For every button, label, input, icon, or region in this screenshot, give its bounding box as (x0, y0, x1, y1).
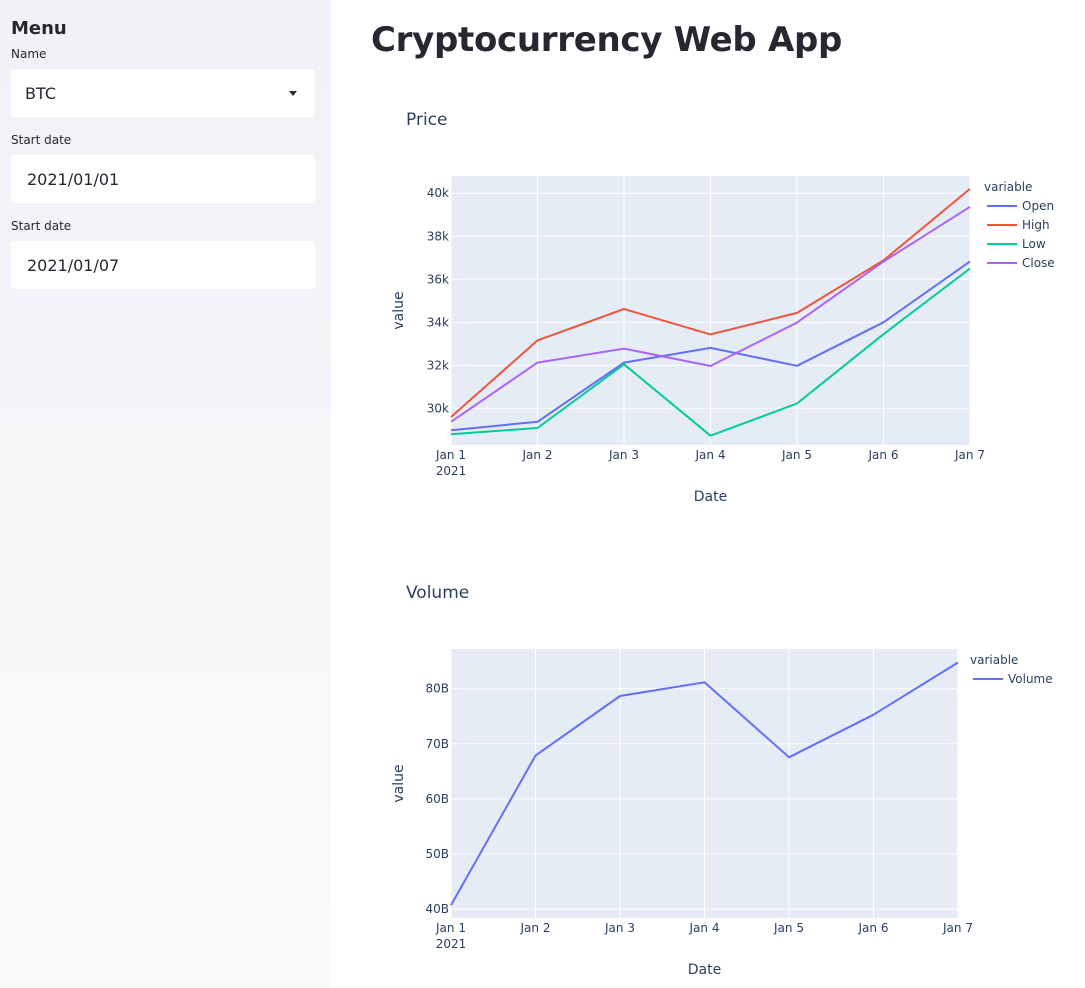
series-line-high (450, 188, 971, 418)
series-group (450, 661, 959, 906)
x-tick-label: Jan 2 (520, 921, 551, 935)
end-date-label: Start date (11, 219, 72, 233)
legend-title: variable (984, 180, 1032, 194)
y-tick-label: 30k (427, 401, 449, 415)
x-tick-label-line: 2021 (436, 464, 467, 478)
y-tick-label: 60B (425, 792, 449, 806)
price-chart[interactable]: Price 30k 32k 34k 36k 38k 40k Jan 1 2021 Jan 2 Jan… (331, 95, 1085, 525)
x-tick-label-line: Jan 6 (858, 921, 889, 935)
x-tick-label-line: Jan 1 (435, 921, 466, 935)
x-tick-label-line: Jan 5 (781, 448, 812, 462)
y-tick-label: 40B (425, 902, 449, 916)
series-line-open (450, 260, 971, 432)
x-tick-label: Jan 5 (781, 448, 812, 462)
x-tick-label: Jan 6 (858, 921, 889, 935)
main-content: Cryptocurrency Web App Price 30k 32k 34k 36k… (331, 0, 1085, 988)
series-line-close (450, 205, 971, 423)
y-tick-label: 32k (427, 358, 449, 372)
name-label: Name (11, 47, 47, 61)
x-tick-label: Jan 3 (604, 921, 635, 935)
x-tick-label: Jan 7 (954, 448, 985, 462)
x-axis-title: Date (694, 489, 727, 505)
name-select-value: BTC (25, 83, 56, 103)
legend-label-low: Low (1022, 237, 1046, 251)
y-axis-title: value (391, 764, 407, 802)
x-tick-label: Jan 5 (773, 921, 804, 935)
x-tick-label-line: Jan 5 (773, 921, 804, 935)
x-tick-label-line: Jan 3 (604, 921, 635, 935)
x-tick-label: Jan 1 2021 (435, 921, 466, 951)
volume-chart[interactable]: Volume 40B 50B 60B 70B 80B Jan 1 2021 Jan 2 Jan 3… (331, 568, 1085, 988)
series-line-low (450, 267, 971, 437)
series-group (450, 188, 971, 437)
y-tick-label: 34k (427, 315, 449, 329)
x-tick-label-line: Jan 6 (868, 448, 899, 462)
series-line-volume (450, 661, 959, 906)
y-tick-label: 70B (425, 737, 449, 751)
sidebar: Menu Name BTC Start date Start date (0, 0, 331, 988)
x-axis-title: Date (688, 962, 721, 978)
end-date-field[interactable] (11, 241, 315, 289)
start-date-field[interactable] (11, 155, 315, 203)
legend-label-high: High (1022, 218, 1050, 232)
x-tick-label: Jan 1 2021 (435, 448, 466, 478)
x-tick-label: Jan 4 (689, 921, 720, 935)
x-tick-label-line: Jan 7 (942, 921, 973, 935)
x-tick-label: Jan 6 (868, 448, 899, 462)
x-tick-label: Jan 3 (608, 448, 639, 462)
x-tick-label-line: Jan 7 (954, 448, 985, 462)
x-tick-label: Jan 2 (522, 448, 553, 462)
legend-title: variable (970, 653, 1018, 667)
y-tick-label: 80B (425, 682, 449, 696)
y-tick-label: 50B (425, 847, 449, 861)
page-title: Cryptocurrency Web App (371, 20, 843, 60)
end-date-input[interactable] (11, 241, 315, 289)
x-tick-label: Jan 4 (695, 448, 726, 462)
y-tick-label: 36k (427, 272, 449, 286)
x-tick-label-line: 2021 (436, 937, 467, 951)
legend-label-close: Close (1022, 256, 1055, 270)
x-tick-label-line: Jan 4 (689, 921, 720, 935)
y-tick-label: 38k (427, 229, 449, 243)
x-tick-label: Jan 7 (942, 921, 973, 935)
y-axis-title: value (391, 291, 407, 329)
chart-title: Price (406, 110, 447, 130)
legend-label-volume: Volume (1008, 672, 1053, 686)
chevron-down-icon[interactable] (289, 91, 297, 96)
sidebar-title: Menu (11, 18, 67, 39)
start-date-label: Start date (11, 133, 72, 147)
x-tick-label-line: Jan 2 (522, 448, 553, 462)
start-date-input[interactable] (11, 155, 315, 203)
y-tick-label: 40k (427, 186, 449, 200)
legend-label-open: Open (1022, 199, 1054, 213)
x-tick-label-line: Jan 2 (520, 921, 551, 935)
x-tick-label-line: Jan 1 (435, 448, 466, 462)
x-tick-label-line: Jan 3 (608, 448, 639, 462)
name-select[interactable]: BTC (11, 69, 315, 117)
x-tick-label-line: Jan 4 (695, 448, 726, 462)
chart-title: Volume (406, 583, 469, 603)
